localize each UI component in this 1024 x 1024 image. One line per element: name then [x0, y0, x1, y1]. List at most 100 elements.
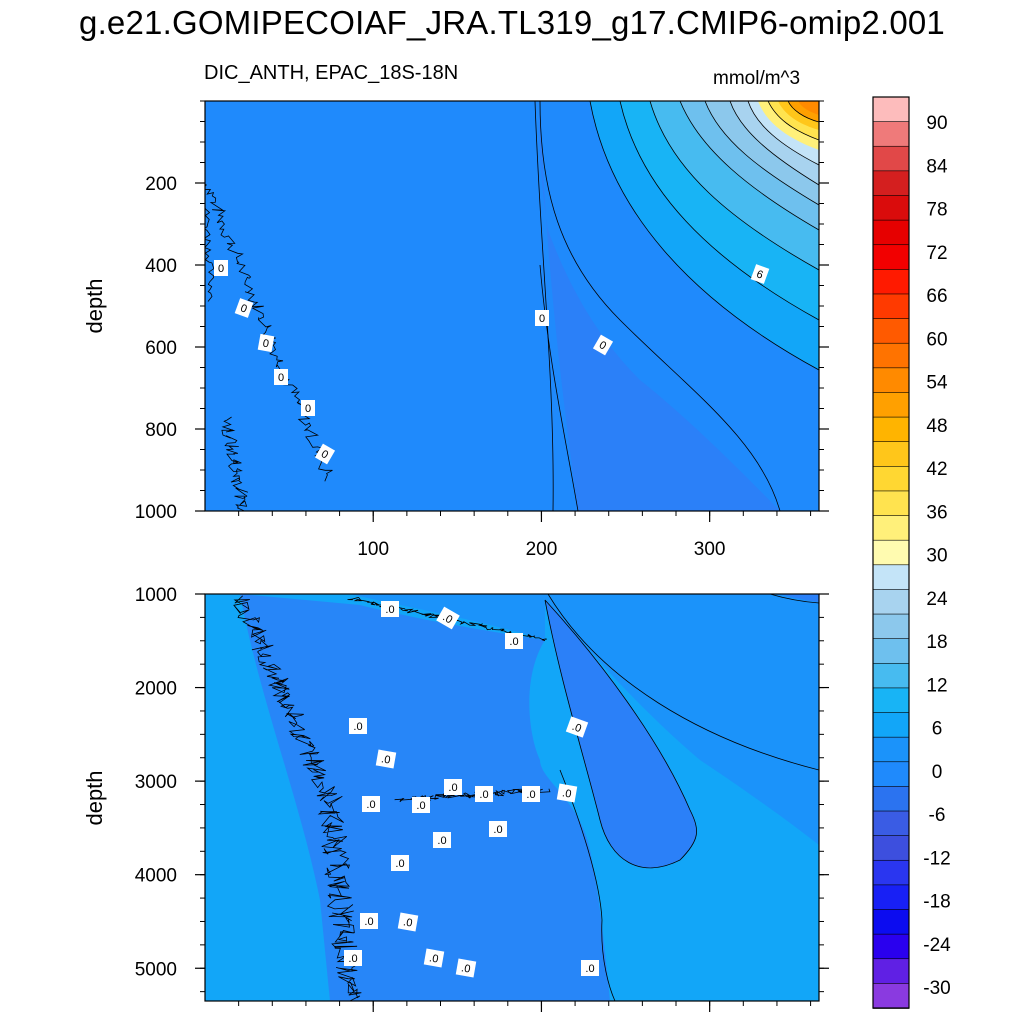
contour-label: .0	[522, 786, 540, 802]
colorbar-swatch	[872, 515, 910, 541]
svg-text:.0: .0	[395, 858, 404, 870]
svg-text:.0: .0	[385, 604, 394, 616]
colorbar-swatch	[872, 416, 910, 443]
colorbar-tick-label: 60	[926, 329, 947, 350]
colorbar-swatch	[872, 121, 910, 148]
colorbar-swatch	[872, 638, 910, 665]
contour-label: .0	[375, 749, 397, 769]
contour-label: .0	[360, 913, 378, 929]
y-tick-label: 1000	[135, 502, 177, 523]
lower-contour-labels: .0 .0 .0 .0 .0 .0 .0 .0 .0 .0 .0 .0 .0 .0 .0 .0 .0 .0 .0 .0…	[344, 601, 599, 978]
colorbar-tick-label: 54	[926, 373, 948, 394]
contour-label: 0	[535, 310, 549, 326]
contour-label: .0	[581, 960, 599, 976]
colorbar-swatch	[872, 662, 910, 689]
svg-text:.0: .0	[402, 916, 413, 929]
contour-label: 0	[274, 369, 288, 385]
contour-label: .0	[362, 796, 380, 812]
contour-label: 0	[301, 400, 315, 416]
svg-text:.0: .0	[570, 721, 583, 735]
colorbar-swatch	[872, 786, 910, 812]
colorbar-swatch	[872, 613, 910, 640]
colorbar-swatch	[872, 859, 910, 886]
svg-text:6: 6	[755, 268, 765, 281]
colorbar-tick-label: 0	[932, 762, 943, 783]
contour-label: .0	[489, 821, 507, 837]
colorbar-swatch	[872, 564, 910, 591]
colorbar-swatch	[872, 736, 910, 763]
svg-text:.0: .0	[561, 787, 572, 800]
colorbar-swatch	[872, 318, 910, 345]
contour-label: .0	[444, 779, 462, 795]
svg-text:0: 0	[218, 263, 224, 275]
lower-right-tongue	[545, 600, 697, 868]
upper-contour-labels: 0 0 0 0 0 0 0 0 6	[214, 260, 770, 465]
colorbar-swatch	[872, 466, 910, 492]
y-tick-label: 3000	[135, 772, 177, 793]
contour-label: .0	[423, 948, 445, 968]
units-label: mmol/m^3	[713, 68, 801, 89]
contour-label: 6	[750, 264, 770, 284]
colorbar-tick-label: 48	[926, 416, 947, 437]
svg-text:0: 0	[597, 339, 608, 352]
svg-text:0: 0	[278, 372, 284, 384]
colorbar-swatch	[872, 761, 910, 788]
svg-text:.0: .0	[479, 789, 488, 801]
lower-y-axis-label: depth	[82, 770, 107, 825]
colorbar-tick-label: 12	[926, 675, 947, 696]
contour-label: .0	[565, 716, 589, 738]
x-tick-label: 300	[694, 539, 726, 560]
svg-text:.0: .0	[493, 824, 502, 836]
colorbar-tick-label: 6	[932, 719, 943, 740]
colorbar-swatch	[872, 835, 910, 862]
svg-text:0: 0	[305, 403, 311, 415]
colorbar-tick-label: -6	[929, 805, 946, 826]
contour-label: 0	[592, 334, 614, 356]
svg-text:.0: .0	[509, 636, 518, 648]
colorbar-tick-label: 84	[926, 156, 948, 177]
colorbar-tick-label: -18	[923, 892, 950, 913]
colorbar-swatch	[872, 219, 910, 246]
svg-text:.0: .0	[353, 721, 362, 733]
contour-label: .0	[556, 783, 578, 803]
upper-high-values-region	[590, 101, 819, 370]
y-tick-label: 1000	[135, 585, 177, 606]
upper-panel	[205, 101, 819, 511]
svg-text:.0: .0	[416, 800, 425, 812]
colorbar-tick-label: 18	[926, 632, 947, 653]
colorbar-swatch	[872, 367, 910, 394]
colorbar-swatch	[872, 983, 910, 1009]
contour-label: .0	[436, 606, 460, 630]
y-tick-label: 2000	[135, 679, 177, 700]
contour-label: .0	[505, 633, 523, 649]
svg-text:0: 0	[319, 448, 330, 461]
colorbar-tick-label: 24	[926, 589, 948, 610]
svg-text:0: 0	[239, 302, 249, 315]
page-title: g.e21.GOMIPECOIAF_JRA.TL319_g17.CMIP6-om…	[79, 4, 945, 41]
svg-text:.0: .0	[526, 789, 535, 801]
contour-label: .0	[349, 718, 367, 734]
contour-label: 0	[234, 298, 254, 318]
contour-label: .0	[344, 950, 362, 966]
contour-label: .0	[455, 958, 477, 978]
svg-text:.0: .0	[585, 963, 594, 975]
colorbar-tick-label: -12	[923, 848, 950, 869]
contour-label: 0	[257, 333, 275, 353]
colorbar-swatch	[872, 884, 910, 911]
upper-negative-wedge	[539, 101, 780, 511]
contour-label: .0	[433, 832, 451, 848]
contour-label: .0	[475, 786, 493, 802]
svg-text:.0: .0	[366, 799, 375, 811]
colorbar-swatch	[872, 933, 910, 960]
x-tick-label: 100	[357, 539, 389, 560]
contour-label: .0	[381, 601, 399, 617]
contour-label: .0	[391, 855, 409, 871]
colorbar: 908478726660544842363024181260-6-12-18-2…	[872, 96, 951, 1009]
lower-plot-frame	[204, 593, 820, 1002]
colorbar-swatch	[872, 392, 910, 418]
contour-label: .0	[412, 797, 430, 813]
lower-right-field	[540, 594, 819, 845]
svg-text:.0: .0	[380, 753, 391, 766]
y-tick-label: 800	[145, 420, 177, 441]
